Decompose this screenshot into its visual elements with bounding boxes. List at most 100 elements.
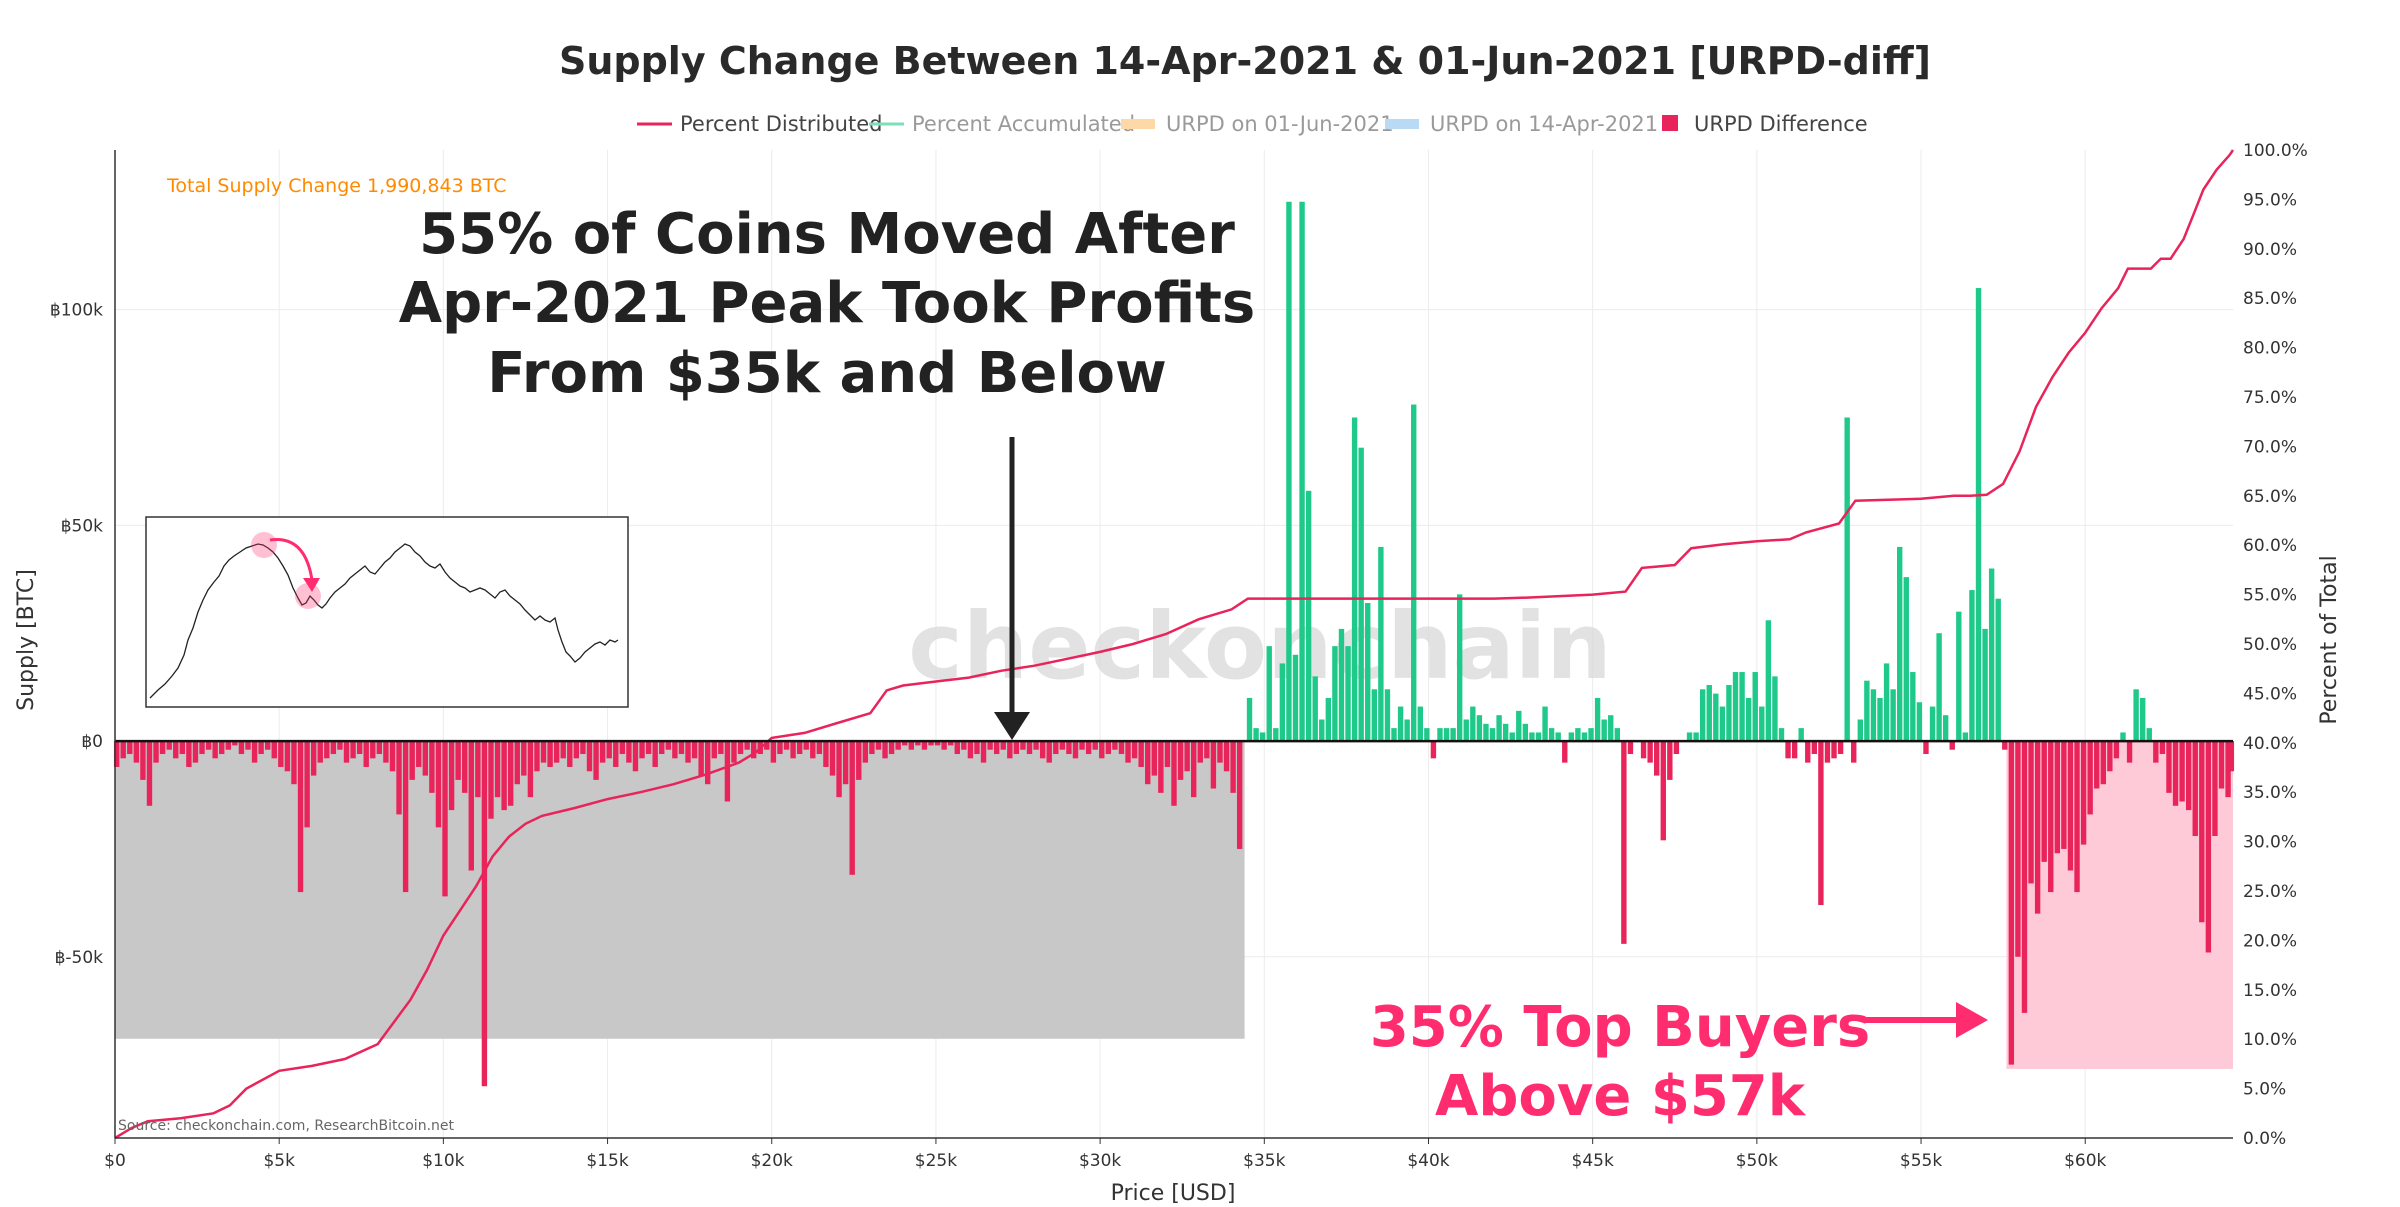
urpd-bar-267 — [1883, 663, 1890, 742]
inset-price-chart — [145, 516, 629, 708]
urpd-bar-312 — [2179, 741, 2185, 802]
urpd-bar-190 — [1365, 603, 1371, 742]
urpd-bar-117 — [882, 741, 888, 759]
urpd-bar-65 — [540, 741, 547, 763]
urpd-bar-30 — [310, 741, 317, 776]
urpd-bar-10 — [179, 741, 186, 755]
highlight-region-1 — [2006, 741, 2233, 1069]
urpd-bar-226 — [1601, 719, 1607, 742]
y2-tick-label-11: 55.0% — [2243, 586, 2297, 606]
urpd-bar-216 — [1535, 732, 1542, 742]
inset-arrow-head — [303, 578, 320, 592]
inset-drop-marker — [295, 583, 321, 609]
urpd-bar-110 — [836, 741, 842, 798]
urpd-bar-50 — [442, 741, 448, 897]
urpd-bar-89 — [698, 741, 704, 776]
urpd-bar-63 — [527, 741, 534, 798]
urpd-bar-134 — [993, 741, 1000, 755]
urpd-bar-167 — [1210, 741, 1217, 789]
legend-label-percent-distributed[interactable]: Percent Distributed — [680, 112, 882, 136]
urpd-bar-62 — [521, 741, 527, 776]
urpd-bar-180 — [1299, 201, 1305, 742]
urpd-bar-64 — [534, 741, 540, 772]
watermark: checkonchain — [908, 593, 1612, 700]
urpd-bar-28 — [297, 741, 304, 893]
x-tick-label-5: $25k — [915, 1151, 957, 1171]
urpd-bar-245 — [1739, 672, 1745, 742]
urpd-bar-54 — [468, 741, 474, 871]
urpd-bar-280 — [1969, 590, 1975, 742]
urpd-bar-13 — [199, 741, 205, 755]
y2-tick-label-15: 75.0% — [2243, 388, 2297, 408]
x-tick-label-3: $15k — [586, 1151, 628, 1171]
urpd-bar-175 — [1266, 646, 1272, 742]
urpd-bar-40 — [376, 741, 383, 755]
urpd-bar-198 — [1417, 706, 1423, 742]
urpd-bar-153 — [1118, 741, 1125, 755]
urpd-bar-49 — [435, 741, 442, 828]
y-tick-label-1: ฿0 — [81, 732, 103, 752]
urpd-bar-213 — [1516, 710, 1522, 742]
legend-label-percent-accumulated[interactable]: Percent Accumulated — [912, 112, 1135, 136]
urpd-bar-21 — [251, 741, 258, 763]
urpd-bar-86 — [678, 741, 685, 755]
urpd-bar-212 — [1509, 732, 1515, 742]
urpd-bar-301 — [2107, 741, 2113, 772]
urpd-bar-75 — [606, 741, 612, 759]
urpd-bar-214 — [1522, 723, 1529, 742]
urpd-bar-292 — [2048, 741, 2054, 893]
urpd-bar-129 — [961, 741, 967, 750]
urpd-bar-78 — [626, 741, 632, 763]
urpd-bar-291 — [2041, 741, 2047, 862]
urpd-bar-92 — [718, 741, 724, 755]
urpd-bar-29 — [304, 741, 310, 828]
y2-axis-title: Percent of Total — [2317, 555, 2342, 724]
urpd-bar-126 — [941, 741, 947, 750]
legend-label-urpd-difference[interactable]: URPD Difference — [1694, 112, 1868, 136]
urpd-bar-81 — [645, 741, 652, 755]
urpd-bar-123 — [921, 741, 928, 750]
urpd-bar-186 — [1338, 628, 1345, 742]
y-tick-label-2: ฿50k — [61, 516, 103, 536]
x-tick-label-11: $55k — [1900, 1151, 1942, 1171]
urpd-bar-313 — [2185, 741, 2192, 811]
urpd-bar-159 — [1158, 741, 1164, 793]
urpd-bar-211 — [1502, 723, 1509, 742]
urpd-bar-227 — [1608, 715, 1614, 742]
urpd-bar-56 — [481, 741, 488, 1087]
urpd-bar-149 — [1092, 741, 1098, 750]
urpd-bar-258 — [1824, 741, 1831, 763]
urpd-bar-246 — [1745, 697, 1752, 742]
urpd-bar-189 — [1358, 447, 1364, 742]
urpd-bar-101 — [777, 741, 783, 755]
urpd-bar-314 — [2192, 741, 2198, 836]
urpd-bar-293 — [2054, 741, 2061, 854]
x-tick-label-8: $40k — [1407, 1151, 1449, 1171]
urpd-bar-232 — [1647, 741, 1653, 763]
urpd-bar-103 — [790, 741, 796, 759]
inset-frame — [145, 516, 629, 708]
urpd-bar-320 — [2228, 741, 2235, 772]
urpd-bar-158 — [1151, 741, 1157, 776]
urpd-bar-160 — [1164, 741, 1171, 767]
y2-tick-label-5: 25.0% — [2243, 882, 2297, 902]
urpd-bar-17 — [225, 741, 231, 750]
urpd-bar-51 — [448, 741, 455, 811]
urpd-bar-170 — [1230, 741, 1236, 793]
legend-label-urpd-jun[interactable]: URPD on 01-Jun-2021 — [1166, 112, 1394, 136]
urpd-bar-38 — [363, 741, 369, 767]
urpd-bar-296 — [2074, 741, 2080, 893]
urpd-bar-9 — [173, 741, 179, 759]
urpd-bar-154 — [1125, 741, 1131, 763]
urpd-bar-187 — [1345, 646, 1351, 742]
urpd-bar-278 — [1956, 611, 1962, 742]
urpd-bar-39 — [370, 741, 376, 759]
x-tick-label-2: $10k — [422, 1151, 464, 1171]
urpd-bar-6 — [153, 741, 159, 763]
urpd-bar-309 — [2159, 741, 2166, 755]
urpd-bar-207 — [1476, 715, 1483, 742]
legend-label-urpd-apr[interactable]: URPD on 14-Apr-2021 — [1430, 112, 1658, 136]
urpd-bar-19 — [238, 741, 245, 755]
x-tick-label-6: $30k — [1079, 1151, 1121, 1171]
